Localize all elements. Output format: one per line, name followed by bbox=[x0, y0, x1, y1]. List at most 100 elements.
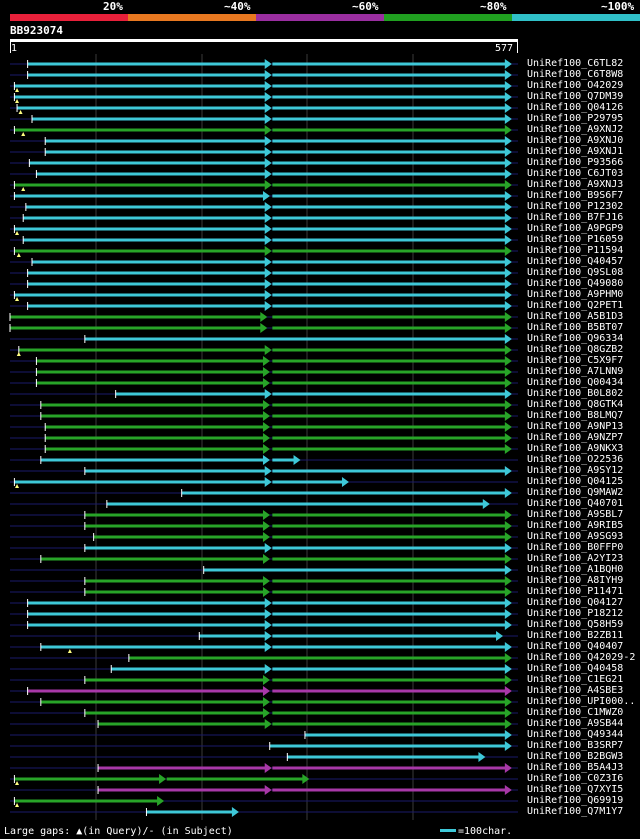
hit-label[interactable]: UniRef100_O22536 bbox=[527, 454, 624, 465]
query-gap-marker bbox=[21, 187, 26, 191]
hit-label[interactable]: UniRef100_B2BGW3 bbox=[527, 751, 624, 762]
hit-arrowhead bbox=[504, 301, 512, 311]
hit-label[interactable]: UniRef100_A9NZP7 bbox=[527, 432, 624, 443]
hit-label[interactable]: UniRef100_A1BQH0 bbox=[527, 564, 624, 575]
hit-arrowhead bbox=[504, 510, 512, 520]
hit-label[interactable]: UniRef100_B5A4J3 bbox=[527, 762, 624, 773]
hit-label[interactable]: UniRef100_C6JT03 bbox=[527, 168, 624, 179]
hit-arrowhead bbox=[264, 279, 272, 289]
hit-label[interactable]: UniRef100_A9XNJ1 bbox=[527, 146, 624, 157]
hit-label[interactable]: UniRef100_Q7M1Y7 bbox=[527, 806, 624, 817]
hit-label[interactable]: UniRef100_A9PHM0 bbox=[527, 289, 624, 300]
hit-label[interactable]: UniRef100_B3SRP7 bbox=[527, 740, 624, 751]
hit-label[interactable]: UniRef100_B8LMQ7 bbox=[527, 410, 624, 421]
hit-arrowhead bbox=[504, 312, 512, 322]
hit-arrowhead bbox=[504, 345, 512, 355]
hit-label[interactable]: UniRef100_Q40457 bbox=[527, 256, 624, 267]
hit-label[interactable]: UniRef100_Q7DM39 bbox=[527, 91, 624, 102]
hit-label[interactable]: UniRef100_Q40407 bbox=[527, 641, 624, 652]
hit-label[interactable]: UniRef100_B0L802 bbox=[527, 388, 624, 399]
hit-label[interactable]: UniRef100_B5BT07 bbox=[527, 322, 624, 333]
hit-arrowhead bbox=[262, 378, 270, 388]
hit-label[interactable]: UniRef100_Q40701 bbox=[527, 498, 624, 509]
hit-label[interactable]: UniRef100_C6TL82 bbox=[527, 58, 624, 69]
hit-label[interactable]: UniRef100_P18212 bbox=[527, 608, 624, 619]
hit-label[interactable]: UniRef100_P93566 bbox=[527, 157, 624, 168]
hit-label[interactable]: UniRef100_Q8GTK4 bbox=[527, 399, 624, 410]
hit-label[interactable]: UniRef100_P16059 bbox=[527, 234, 624, 245]
hit-label[interactable]: UniRef100_A7LNN9 bbox=[527, 366, 624, 377]
hit-label[interactable]: UniRef100_A9PGP9 bbox=[527, 223, 624, 234]
hit-arrowhead bbox=[264, 620, 272, 630]
hit-label[interactable]: UniRef100_A9SBL7 bbox=[527, 509, 624, 520]
hit-label[interactable]: UniRef100_Q04126 bbox=[527, 102, 624, 113]
hit-label[interactable]: UniRef100_A9SY12 bbox=[527, 465, 624, 476]
hit-label[interactable]: UniRef100_B2ZB11 bbox=[527, 630, 624, 641]
hit-label[interactable]: UniRef100_Q8GZB2 bbox=[527, 344, 624, 355]
hit-label[interactable]: UniRef100_A5B1D3 bbox=[527, 311, 624, 322]
scale-label: ~80% bbox=[480, 0, 507, 13]
hit-arrowhead bbox=[504, 235, 512, 245]
hit-arrowhead bbox=[504, 81, 512, 91]
hit-arrowhead bbox=[264, 235, 272, 245]
hit-label[interactable]: UniRef100_UPI000.. bbox=[527, 696, 636, 707]
hit-label[interactable]: UniRef100_B9S6F7 bbox=[527, 190, 624, 201]
hit-label[interactable]: UniRef100_A9NKX3 bbox=[527, 443, 624, 454]
hit-arrowhead bbox=[264, 642, 272, 652]
hit-label[interactable]: UniRef100_C0Z3I6 bbox=[527, 773, 624, 784]
hit-arrowhead bbox=[504, 708, 512, 718]
hit-label[interactable]: UniRef100_Q2PET1 bbox=[527, 300, 624, 311]
legend-gaps: Large gaps: ▲(in Query)/- (in Subject) bbox=[4, 826, 233, 837]
hit-arrowhead bbox=[264, 81, 272, 91]
query-gap-marker bbox=[15, 297, 20, 301]
hit-arrowhead bbox=[504, 697, 512, 707]
hit-arrowhead bbox=[264, 345, 272, 355]
hit-arrowhead bbox=[504, 785, 512, 795]
hit-arrowhead bbox=[262, 433, 270, 443]
hit-arrowhead bbox=[504, 136, 512, 146]
hit-label[interactable]: UniRef100_Q69919 bbox=[527, 795, 624, 806]
hit-label[interactable]: UniRef100_C1MWZ0 bbox=[527, 707, 624, 718]
hit-label[interactable]: UniRef100_A9SB44 bbox=[527, 718, 624, 729]
hit-label[interactable]: UniRef100_C5X9F7 bbox=[527, 355, 624, 366]
hit-label[interactable]: UniRef100_C1EG21 bbox=[527, 674, 624, 685]
hit-label[interactable]: UniRef100_Q96334 bbox=[527, 333, 624, 344]
hit-label[interactable]: UniRef100_A9SG93 bbox=[527, 531, 624, 542]
hit-label[interactable]: UniRef100_A9XNJ0 bbox=[527, 135, 624, 146]
hit-label[interactable]: UniRef100_Q04125 bbox=[527, 476, 624, 487]
hit-label[interactable]: UniRef100_A9RIB5 bbox=[527, 520, 624, 531]
hit-label[interactable]: UniRef100_Q00434 bbox=[527, 377, 624, 388]
hit-label[interactable]: UniRef100_A9XNJ2 bbox=[527, 124, 624, 135]
hit-label[interactable]: UniRef100_Q49344 bbox=[527, 729, 624, 740]
hit-arrowhead bbox=[262, 521, 270, 531]
hit-label[interactable]: UniRef100_Q7XYI5 bbox=[527, 784, 624, 795]
hit-label[interactable]: UniRef100_P12302 bbox=[527, 201, 624, 212]
hit-arrowhead bbox=[264, 224, 272, 234]
hit-arrowhead bbox=[262, 708, 270, 718]
hit-label[interactable]: UniRef100_Q49080 bbox=[527, 278, 624, 289]
hit-label[interactable]: UniRef100_P11594 bbox=[527, 245, 624, 256]
hit-label[interactable]: UniRef100_A9NP13 bbox=[527, 421, 624, 432]
hit-label[interactable]: UniRef100_A8IYH9 bbox=[527, 575, 624, 586]
hit-arrowhead bbox=[262, 675, 270, 685]
hit-arrowhead bbox=[504, 70, 512, 80]
hit-label[interactable]: UniRef100_Q9MAW2 bbox=[527, 487, 624, 498]
legend-scale: =100char. bbox=[458, 826, 513, 837]
hit-label[interactable]: UniRef100_Q9SL08 bbox=[527, 267, 624, 278]
hit-label[interactable]: UniRef100_Q40458 bbox=[527, 663, 624, 674]
hit-label[interactable]: UniRef100_B0FFP0 bbox=[527, 542, 624, 553]
query-name: BB923074 bbox=[10, 24, 63, 37]
hit-label[interactable]: UniRef100_Q04127 bbox=[527, 597, 624, 608]
hit-label[interactable]: UniRef100_B7FJ16 bbox=[527, 212, 624, 223]
hit-label[interactable]: UniRef100_P29795 bbox=[527, 113, 624, 124]
hit-label[interactable]: UniRef100_O42029 bbox=[527, 80, 624, 91]
hit-label[interactable]: UniRef100_Q58H59 bbox=[527, 619, 624, 630]
hit-arrowhead bbox=[264, 180, 272, 190]
query-bar bbox=[10, 39, 518, 42]
hit-label[interactable]: UniRef100_A4SBE3 bbox=[527, 685, 624, 696]
hit-label[interactable]: UniRef100_Q42029-2 bbox=[527, 652, 636, 663]
hit-label[interactable]: UniRef100_C6T8W8 bbox=[527, 69, 624, 80]
hit-label[interactable]: UniRef100_A2YI23 bbox=[527, 553, 624, 564]
hit-label[interactable]: UniRef100_A9XNJ3 bbox=[527, 179, 624, 190]
hit-label[interactable]: UniRef100_P11471 bbox=[527, 586, 624, 597]
